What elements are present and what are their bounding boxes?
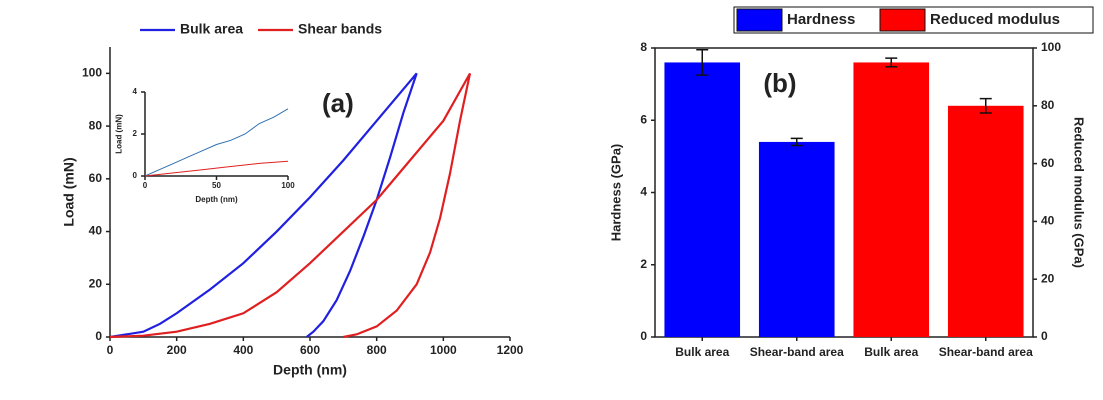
tick-label: 200 bbox=[167, 343, 187, 357]
legend-swatch bbox=[879, 8, 926, 32]
tick-label: 0 bbox=[95, 329, 102, 343]
tick-label: 6 bbox=[640, 112, 647, 126]
y-axis-label: Hardness (GPa) bbox=[608, 144, 623, 242]
tick-label: 2 bbox=[133, 129, 138, 138]
tick-label: 80 bbox=[89, 118, 103, 132]
legend-frame bbox=[733, 6, 1094, 34]
legend-label: Reduced modulus bbox=[930, 11, 1060, 28]
tick-label: 100 bbox=[1041, 40, 1061, 54]
tick-label: 1200 bbox=[497, 343, 524, 357]
legend-label: Bulk area bbox=[180, 21, 243, 37]
bar bbox=[947, 105, 1024, 337]
y-axis-label: Load (mN) bbox=[115, 114, 124, 154]
tick-label: 40 bbox=[89, 224, 103, 238]
tick-label: 0 bbox=[640, 329, 647, 343]
tick-label: 0 bbox=[107, 343, 114, 357]
tick-label: 50 bbox=[212, 181, 221, 190]
error-bar bbox=[885, 57, 898, 68]
tick-label: 40 bbox=[1041, 214, 1055, 228]
legend-label: Shear bands bbox=[298, 21, 382, 37]
x-axis-label: Depth (nm) bbox=[273, 362, 347, 378]
legend-swatch bbox=[736, 8, 783, 32]
tick-label: 60 bbox=[89, 171, 103, 185]
annotation: (a) bbox=[322, 88, 354, 118]
tick-label: 100 bbox=[281, 181, 295, 190]
tick-label: 8 bbox=[640, 40, 647, 54]
tick-label: 400 bbox=[233, 343, 253, 357]
tick-label: 4 bbox=[640, 185, 647, 199]
tick-label: 20 bbox=[89, 276, 103, 290]
tick-label: 80 bbox=[1041, 98, 1055, 112]
series-line bbox=[109, 72, 418, 339]
tick-label: 2 bbox=[640, 257, 647, 271]
tick-label: 0 bbox=[1041, 329, 1048, 343]
legend-label: Hardness bbox=[787, 11, 855, 28]
bar bbox=[758, 141, 835, 337]
tick-label: 60 bbox=[1041, 156, 1055, 170]
tick-label: 0 bbox=[143, 181, 148, 190]
series-line bbox=[144, 160, 289, 177]
error-bar bbox=[979, 97, 992, 114]
x-tick-label: Shear-band area bbox=[750, 345, 844, 359]
tick-label: 800 bbox=[367, 343, 387, 357]
tick-label: 0 bbox=[133, 171, 138, 180]
x-axis-label: Depth (nm) bbox=[195, 195, 238, 204]
series-line bbox=[144, 108, 289, 177]
error-bar bbox=[696, 49, 709, 76]
tick-label: 20 bbox=[1041, 271, 1055, 285]
y-axis-label: Load (mN) bbox=[60, 157, 76, 226]
x-tick-label: Bulk area bbox=[675, 345, 729, 359]
x-tick-label: Shear-band area bbox=[939, 345, 1033, 359]
bar bbox=[664, 62, 741, 337]
x-tick-label: Bulk area bbox=[864, 345, 918, 359]
annotation: (b) bbox=[763, 68, 796, 98]
bar bbox=[853, 62, 930, 337]
tick-label: 4 bbox=[133, 87, 138, 96]
tick-label: 100 bbox=[82, 66, 102, 80]
tick-label: 600 bbox=[300, 343, 320, 357]
y2-axis-label: Reduced modulus (GPa) bbox=[1072, 117, 1087, 268]
error-bar bbox=[790, 137, 803, 147]
tick-label: 1000 bbox=[430, 343, 457, 357]
series-line bbox=[109, 72, 472, 339]
